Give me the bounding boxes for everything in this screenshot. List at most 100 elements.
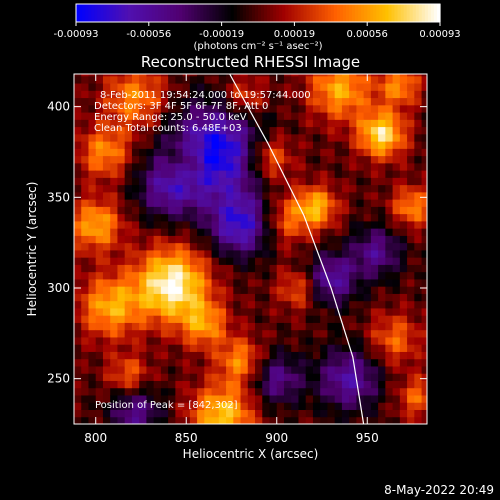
heatmap-cell — [269, 104, 278, 113]
heatmap-cell — [370, 220, 379, 229]
heatmap-cell — [312, 307, 321, 316]
heatmap-cell — [363, 409, 372, 418]
heatmap-cell — [95, 315, 104, 323]
heatmap-cell — [182, 199, 191, 207]
heatmap-cell — [312, 336, 321, 345]
heatmap-cell — [327, 409, 336, 418]
heatmap-cell — [255, 380, 263, 389]
heatmap-cell — [95, 286, 104, 294]
heatmap-cell — [189, 322, 198, 331]
heatmap-cell — [175, 416, 184, 425]
colorbar-segment — [291, 4, 295, 22]
heatmap-cell — [233, 75, 242, 84]
heatmap-cell — [385, 220, 394, 229]
heatmap-cell — [414, 104, 423, 113]
heatmap-cell — [218, 74, 227, 77]
heatmap-cell — [421, 315, 428, 323]
heatmap-cell — [421, 351, 428, 360]
heatmap-cell — [385, 184, 394, 193]
heatmap-cell — [197, 133, 205, 142]
heatmap-cell — [349, 213, 357, 222]
heatmap-cell — [124, 344, 133, 352]
heatmap-cell — [124, 402, 133, 410]
heatmap-cell — [283, 249, 292, 258]
heatmap-cell — [276, 199, 285, 207]
heatmap-cell — [175, 235, 184, 244]
heatmap-cell — [399, 344, 408, 352]
heatmap-cell — [233, 90, 242, 99]
heatmap-cell — [168, 387, 176, 396]
heatmap-cell — [175, 213, 184, 222]
heatmap-cell — [363, 387, 372, 396]
heatmap-cell — [160, 155, 169, 164]
heatmap-cell — [378, 199, 386, 207]
heatmap-cell — [283, 199, 292, 207]
heatmap-cell — [269, 220, 278, 229]
heatmap-cell — [168, 191, 176, 200]
heatmap-cell — [341, 409, 350, 418]
heatmap-cell — [407, 249, 415, 258]
heatmap-cell — [363, 191, 372, 200]
heatmap-cell — [124, 206, 133, 215]
heatmap-cell — [312, 286, 321, 294]
heatmap-cell — [88, 264, 97, 273]
heatmap-cell — [407, 242, 415, 251]
heatmap-cell — [81, 300, 89, 309]
heatmap-cell — [414, 380, 423, 389]
colorbar-segment — [258, 4, 262, 22]
heatmap-cell — [160, 300, 169, 309]
heatmap-cell — [334, 264, 343, 273]
heatmap-cell — [341, 75, 350, 84]
heatmap-cell — [218, 170, 227, 178]
heatmap-cell — [255, 104, 263, 113]
heatmap-cell — [247, 162, 256, 171]
heatmap-cell — [269, 351, 278, 360]
heatmap-cell — [334, 394, 343, 403]
heatmap-cell — [233, 271, 242, 280]
heatmap-cell — [312, 104, 321, 113]
heatmap-cell — [255, 119, 263, 128]
heatmap-cell — [392, 184, 401, 193]
heatmap-cell — [182, 300, 191, 309]
heatmap-cell — [131, 206, 140, 215]
heatmap-cell — [197, 300, 205, 309]
heatmap-cell — [370, 235, 379, 244]
heatmap-cell — [312, 90, 321, 99]
heatmap-cell — [160, 119, 169, 128]
heatmap-cell — [117, 307, 126, 316]
heatmap-cell — [327, 387, 336, 396]
heatmap-cell — [255, 220, 263, 229]
heatmap-cell — [407, 75, 415, 84]
heatmap-cell — [399, 278, 408, 287]
heatmap-cell — [197, 264, 205, 273]
heatmap-cell — [341, 249, 350, 258]
heatmap-cell — [197, 380, 205, 389]
heatmap-cell — [392, 402, 401, 410]
heatmap-cell — [88, 213, 97, 222]
heatmap-cell — [399, 394, 408, 403]
heatmap-cell — [117, 402, 126, 410]
heatmap-cell — [392, 177, 401, 186]
heatmap-cell — [110, 344, 118, 352]
heatmap-cell — [291, 97, 299, 106]
heatmap-cell — [305, 177, 314, 186]
heatmap-cell — [88, 97, 97, 106]
heatmap-cell — [378, 155, 386, 164]
heatmap-cell — [269, 387, 278, 396]
heatmap-cell — [385, 315, 394, 323]
heatmap-cell — [110, 235, 118, 244]
heatmap-cell — [291, 249, 299, 258]
heatmap-cell — [247, 409, 256, 418]
heatmap-cell — [182, 351, 191, 360]
colorbar-segment — [233, 4, 238, 22]
colorbar-segment — [118, 4, 123, 22]
heatmap-cell — [291, 278, 299, 287]
heatmap-cell — [356, 213, 365, 222]
heatmap-cell — [291, 126, 299, 135]
heatmap-cell — [74, 177, 82, 186]
heatmap-cell — [276, 293, 285, 302]
heatmap-cell — [240, 242, 249, 251]
colorbar-segment — [203, 4, 208, 22]
heatmap-cell — [363, 402, 372, 410]
heatmap-cell — [153, 90, 162, 99]
